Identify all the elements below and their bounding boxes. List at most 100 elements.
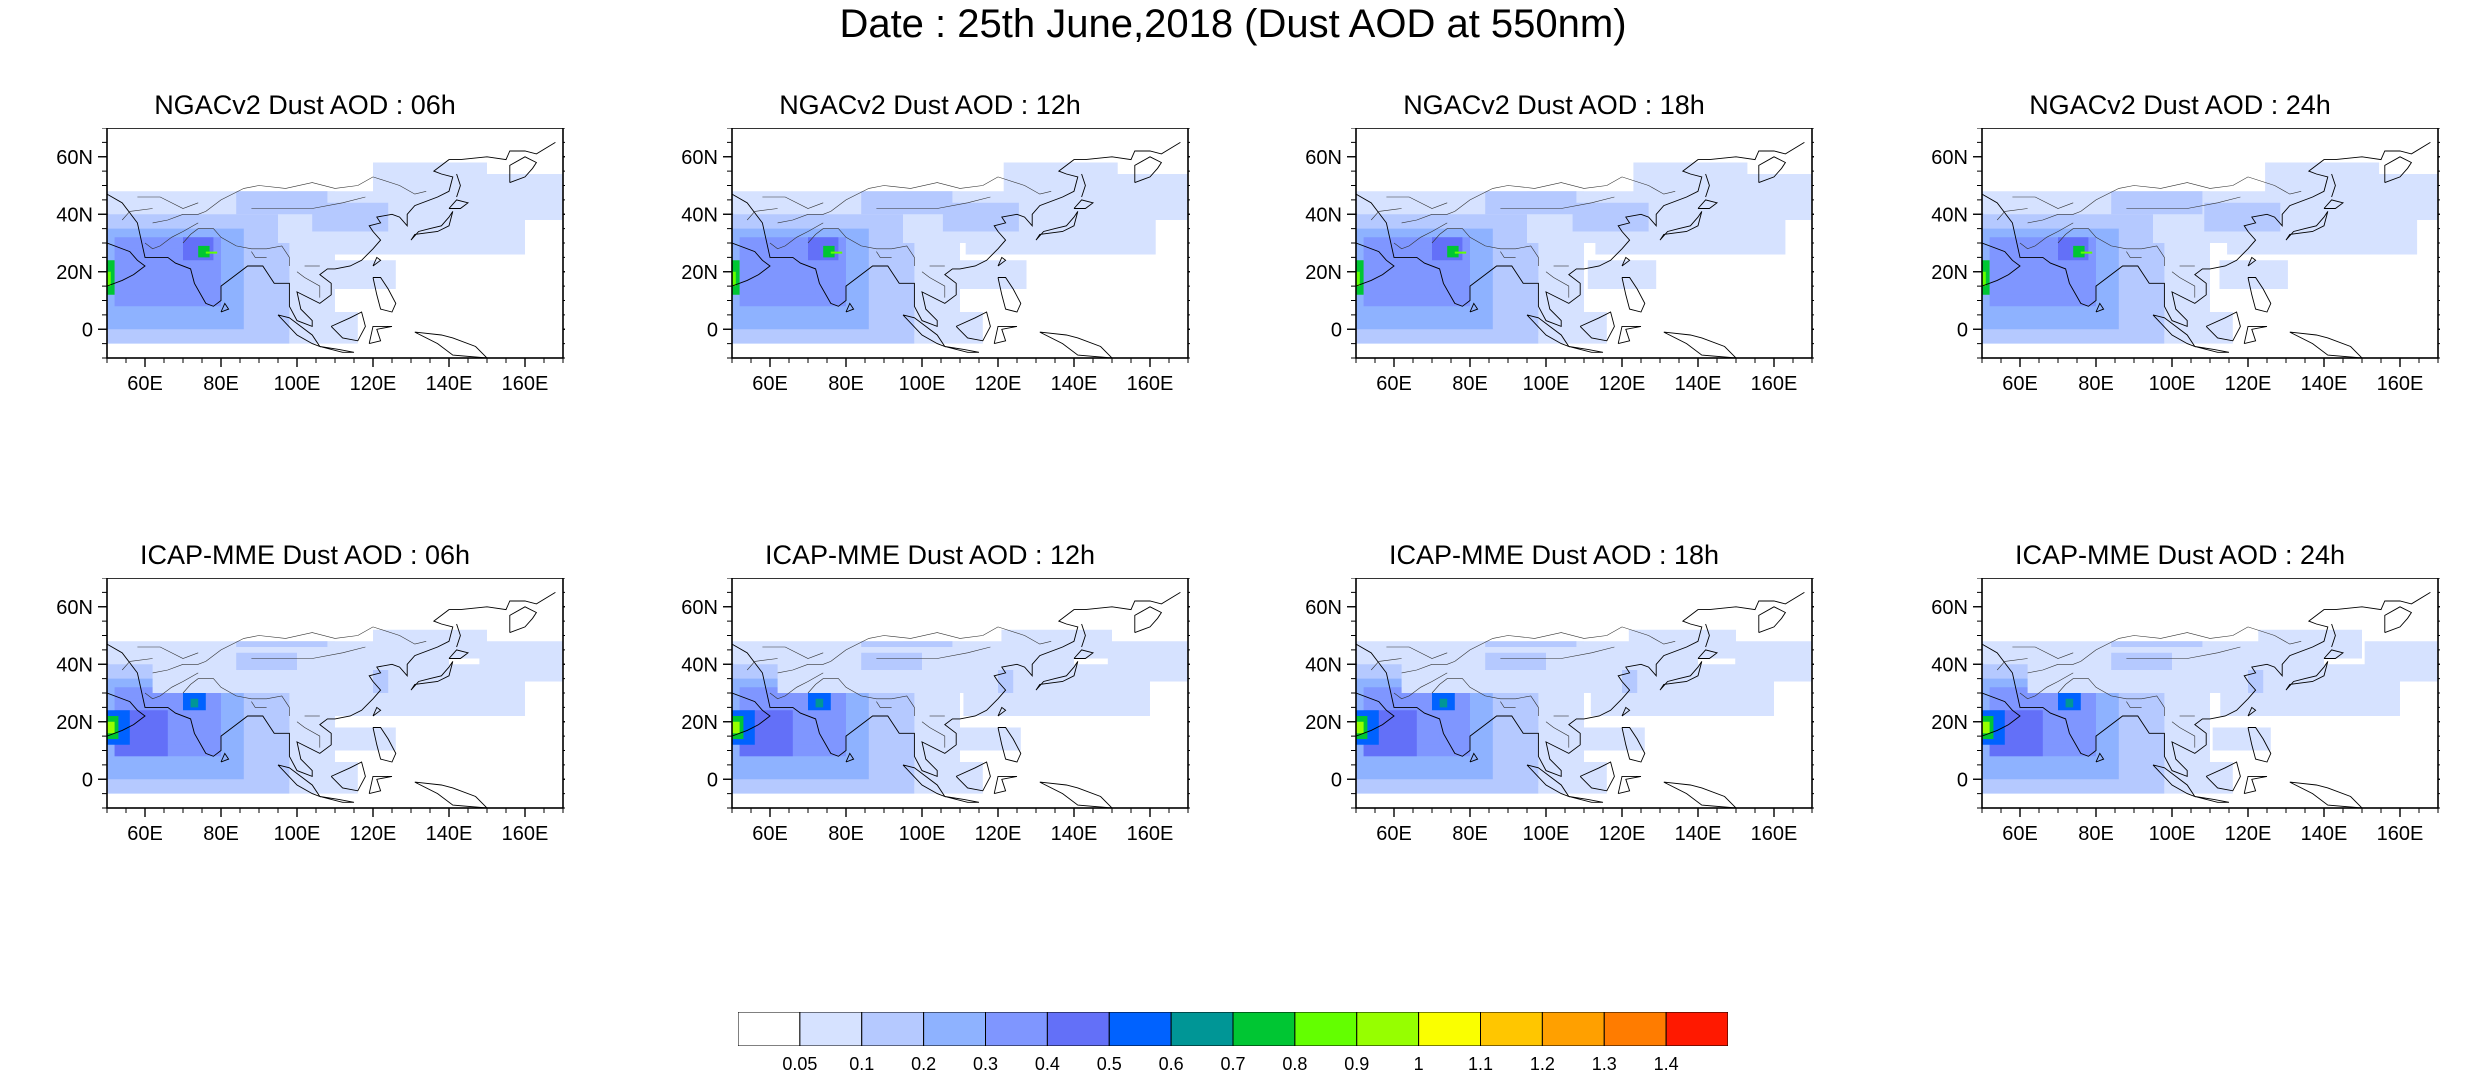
coastline [1663, 331, 1737, 358]
lon-tick-label: 140E [426, 823, 473, 845]
aod-field [732, 578, 1188, 808]
border-line [1386, 646, 1448, 659]
coastline [410, 661, 454, 691]
aod-cell [1107, 641, 1188, 682]
border-line [1431, 678, 1539, 716]
coastline [372, 727, 397, 763]
coastline [1758, 156, 1787, 184]
lon-tick-label: 160E [1751, 823, 1798, 845]
aod-field [1356, 578, 1812, 808]
coastline [107, 592, 556, 778]
map-panel: ICAP-MME Dust AOD : 06h 60E 80E 100E 120E 140… [45, 538, 565, 880]
coastline [425, 357, 427, 358]
lat-tick-label: 60N [56, 147, 93, 169]
panel-title: ICAP-MME Dust AOD : 18h [1388, 540, 1720, 570]
coastline [2205, 761, 2241, 792]
aod-cell [126, 248, 191, 295]
lat-tick-label: 0 [707, 319, 718, 341]
coastline [2285, 661, 2329, 691]
border-line [121, 208, 153, 221]
coastline [993, 775, 1018, 795]
lat-tick-label: 0 [1957, 769, 1968, 791]
colorbar-box [1232, 1012, 1296, 1046]
lat-tick-label: 20N [1931, 262, 1968, 284]
border-line [137, 646, 199, 659]
coastline [1697, 649, 1719, 659]
border-line [1370, 658, 1402, 671]
lat-tick-label: 60N [1931, 147, 1968, 169]
coastline [509, 156, 538, 184]
aod-cell [1735, 641, 1812, 682]
lon-tick-label: 60E [1376, 373, 1412, 395]
coastline [319, 796, 355, 803]
coastline [509, 606, 538, 634]
coastline [1579, 761, 1615, 792]
colorbar-label: 0.7 [1220, 1054, 1246, 1074]
aod-cell [1447, 245, 1459, 258]
lat-tick-label: 0 [1331, 319, 1342, 341]
dust-aod-map: 60E 80E 100E 120E 140E 160E 0 20N 40N 60N [56, 578, 565, 845]
border-line [1500, 701, 1516, 708]
aod-field [1982, 578, 2438, 808]
coastline [1073, 649, 1095, 659]
coastline [1035, 661, 1079, 691]
lon-tick-label: 60E [127, 823, 163, 845]
aod-cell [1587, 260, 1657, 289]
lat-tick-label: 0 [1957, 319, 1968, 341]
map-panel: ICAP-MME Dust AOD : 12h 60E 80E 100E 120E 140… [670, 538, 1190, 880]
lat-tick-label: 60N [681, 597, 718, 619]
border-line [807, 228, 915, 266]
lon-tick-label: 120E [2225, 373, 2272, 395]
colorbar-box [1170, 1012, 1234, 1046]
lon-tick-label: 100E [2149, 823, 2196, 845]
coastline [456, 173, 461, 198]
coastline [997, 727, 1022, 763]
colorbar-label: 0.3 [972, 1054, 999, 1074]
lon-tick-label: 140E [1675, 823, 1722, 845]
coastline [107, 663, 109, 665]
coastline [2300, 807, 2302, 808]
border-line [1393, 672, 1448, 700]
colorbar-label: 1.2 [1529, 1054, 1555, 1074]
lon-tick-label: 140E [1051, 373, 1098, 395]
aod-cell [1356, 721, 1364, 734]
aod-cell [942, 202, 1019, 232]
border-line [2019, 672, 2074, 700]
lon-tick-label: 100E [2149, 373, 2196, 395]
aod-cell [955, 727, 1021, 751]
lat-tick-label: 40N [681, 204, 718, 226]
lon-tick-label: 100E [1523, 823, 1570, 845]
coastline [2285, 211, 2329, 241]
coastline [944, 346, 980, 353]
lon-tick-label: 140E [1675, 373, 1722, 395]
lat-tick-label: 40N [1931, 654, 1968, 676]
aod-cell [2080, 251, 2093, 254]
lon-tick-label: 120E [350, 373, 397, 395]
border-line [1500, 251, 1516, 258]
border-line [777, 176, 1052, 224]
lat-tick-label: 20N [1931, 712, 1968, 734]
panel-title: NGACv2 Dust AOD : 18h [1403, 90, 1705, 120]
lon-tick-label: 160E [1127, 823, 1174, 845]
coastline [1134, 606, 1163, 634]
coastline [1568, 796, 1604, 803]
coastline [845, 752, 855, 763]
coastline [2384, 606, 2413, 634]
aod-cell [205, 251, 218, 254]
aod-cell [1485, 191, 1577, 215]
figure-title: Date : 25th June,2018 (Dust AOD at 550nm… [839, 2, 1627, 46]
border-line [876, 646, 991, 659]
colorbar-box [1356, 1012, 1420, 1046]
dust-aod-map: 60E 80E 100E 120E 140E 160E 0 20N 40N 60N [56, 128, 565, 395]
border-line [296, 721, 321, 748]
colorbar-label: 1 [1413, 1054, 1424, 1074]
colorbar-box [799, 1012, 863, 1046]
coastline [1982, 213, 1984, 215]
aod-cell [1356, 260, 1364, 295]
border-line [2057, 678, 2165, 716]
coastline [1659, 211, 1703, 241]
aod-cell [1439, 698, 1448, 708]
lon-tick-label: 140E [2301, 373, 2348, 395]
coastline [1050, 357, 1052, 358]
coastline [1674, 357, 1676, 358]
